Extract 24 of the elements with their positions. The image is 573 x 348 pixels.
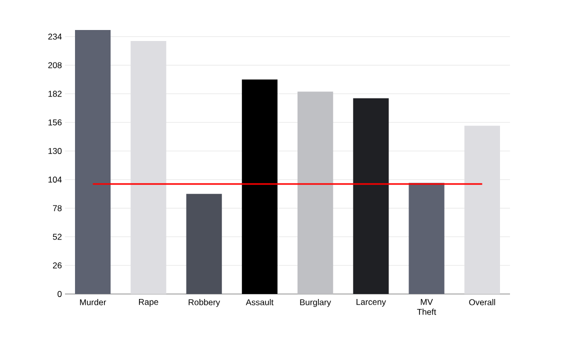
x-tick-label: Assault — [246, 299, 274, 306]
y-tick-label: 208 — [48, 62, 62, 68]
x-tick-label: Burglary — [300, 299, 332, 307]
bar — [186, 194, 222, 294]
y-tick-label: 156 — [48, 119, 62, 126]
x-tick-label: Murder — [80, 299, 106, 306]
x-tick-label: Rape — [139, 299, 158, 307]
x-tick-label: Overall — [469, 299, 496, 306]
y-tick-label: 52 — [52, 234, 62, 240]
x-tick-label: Robbery — [188, 299, 220, 307]
bar — [242, 80, 278, 294]
bar — [353, 98, 389, 294]
y-tick-label: 130 — [48, 148, 62, 154]
y-tick-label: 234 — [48, 34, 62, 40]
bar — [408, 182, 444, 294]
y-tick-label: 104 — [48, 176, 62, 183]
y-tick-label: 26 — [52, 262, 62, 268]
x-tick-label: MV Theft — [417, 299, 436, 315]
x-tick-label: Larceny — [356, 299, 386, 307]
y-tick-label: 182 — [48, 90, 62, 97]
bar — [298, 92, 334, 294]
bar — [75, 30, 111, 294]
y-tick-label: 78 — [53, 205, 62, 212]
y-tick-label: 0 — [58, 291, 62, 297]
